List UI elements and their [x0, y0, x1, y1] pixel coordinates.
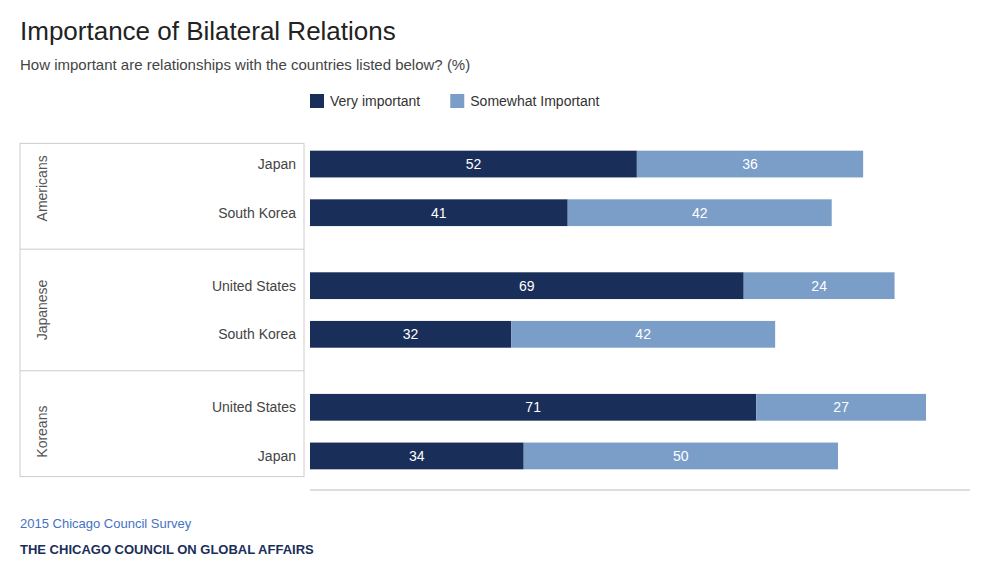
category-label: Japan	[258, 156, 296, 172]
bar-segment	[568, 199, 832, 226]
legend-label: Very important	[330, 93, 420, 109]
x-axis-line	[310, 490, 970, 491]
group-label: Koreans	[34, 406, 50, 458]
legend: Very important Somewhat Important	[310, 93, 600, 109]
data-label: 32	[403, 326, 419, 342]
group-label: Japanese	[34, 279, 50, 340]
data-labels: 52 36 41 42 69 24 32 42 71 27 34 50	[403, 156, 849, 464]
legend-label: Somewhat Important	[470, 93, 599, 109]
group-frame	[20, 143, 304, 476]
legend-swatch	[310, 94, 324, 108]
bar-segment	[310, 199, 568, 226]
bar-segment	[637, 151, 863, 178]
data-label: 24	[811, 278, 827, 294]
subtitle: How important are relationships with the…	[20, 56, 470, 73]
data-label: 50	[673, 448, 689, 464]
bar-segment	[310, 443, 524, 470]
data-label: 34	[409, 448, 425, 464]
page: {"chart_data": { "type": "bar", "orienta…	[0, 0, 1000, 588]
category-label: United States	[212, 399, 296, 415]
data-label: 52	[466, 156, 482, 172]
bar-segment	[310, 321, 511, 348]
group-label: Americans	[34, 155, 50, 221]
bar-segment	[310, 151, 637, 178]
bar-segment	[524, 443, 838, 470]
data-label: 69	[519, 278, 535, 294]
annotation: 2015 Chicago Council Survey	[20, 516, 192, 531]
category-label: Japan	[258, 448, 296, 464]
title: Importance of Bilateral Relations	[20, 16, 396, 46]
bars	[310, 151, 926, 470]
category-label: South Korea	[218, 326, 296, 342]
group-divider	[20, 370, 304, 371]
bar-segment	[310, 272, 744, 299]
chart: Importance of Bilateral Relations How imp…	[0, 0, 1000, 588]
bar-segment	[744, 272, 895, 299]
footer: 2015 Chicago Council Survey THE CHICAGO C…	[20, 516, 314, 557]
category-label: United States	[212, 278, 296, 294]
category-label: South Korea	[218, 205, 296, 221]
data-label: 36	[742, 156, 758, 172]
data-label: 42	[635, 326, 651, 342]
legend-swatch	[450, 94, 464, 108]
annotation: THE CHICAGO COUNCIL ON GLOBAL AFFAIRS	[20, 542, 314, 557]
data-label: 71	[525, 399, 541, 415]
group-divider	[20, 249, 304, 250]
group-box: Americans Japanese Koreans	[20, 143, 304, 476]
data-label: 42	[692, 205, 708, 221]
y-axis: Japan South Korea United States South Korea…	[212, 156, 296, 464]
bar-segment	[310, 394, 756, 421]
data-label: 41	[431, 205, 447, 221]
data-label: 27	[833, 399, 849, 415]
bar-segment	[511, 321, 775, 348]
bar-segment	[756, 394, 926, 421]
